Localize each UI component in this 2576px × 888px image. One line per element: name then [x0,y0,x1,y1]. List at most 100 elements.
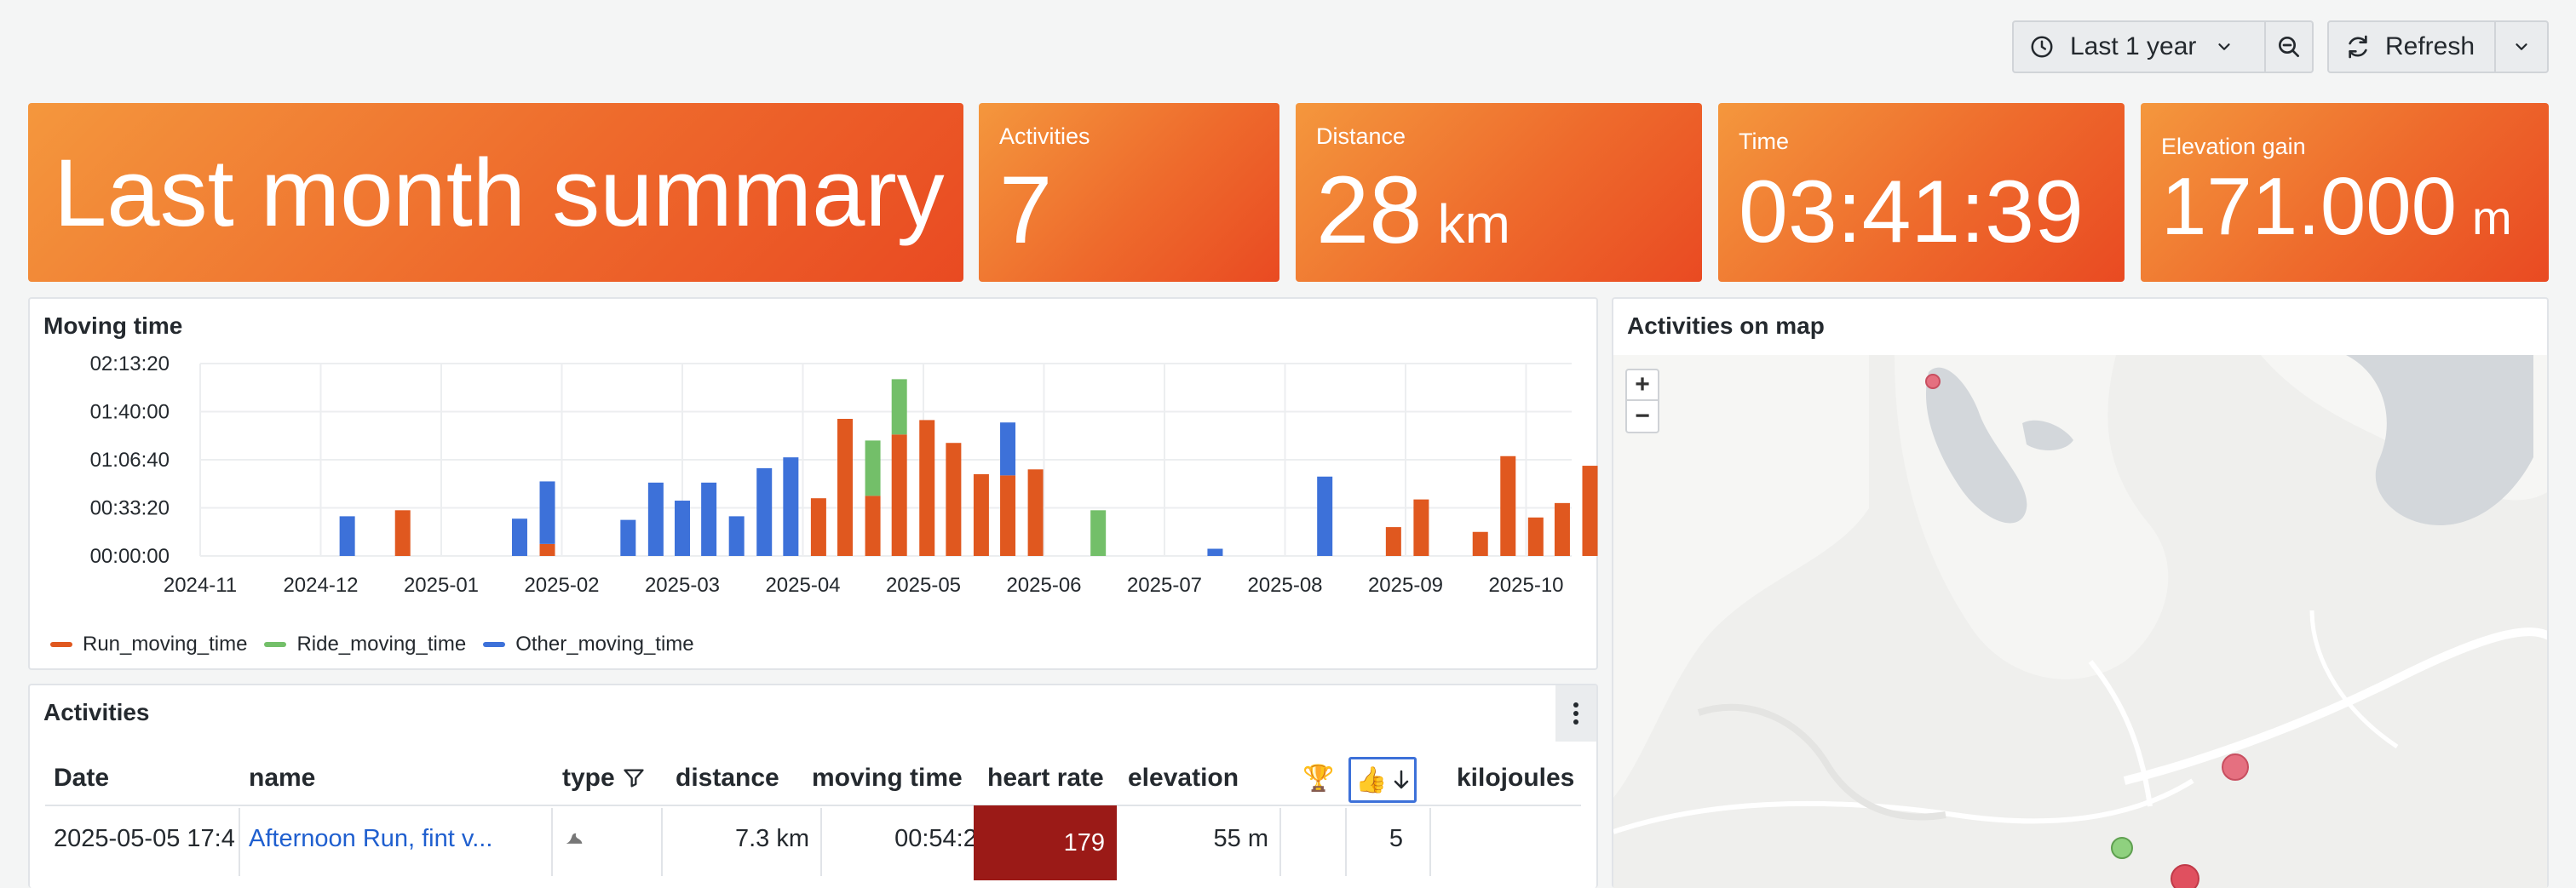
legend-item[interactable]: Other_moving_time [483,633,694,656]
map-marker[interactable] [1925,374,1941,389]
time-range-label: Last 1 year [2070,32,2197,60]
y-tick-label: 01:40:00 [90,401,170,424]
bar-run [394,510,411,556]
y-tick-label: 00:00:00 [90,545,170,568]
y-tick-label: 01:06:40 [90,449,170,472]
column-divider [1429,808,1431,876]
stat-value: 7 [999,157,1053,263]
stat-label: Distance [1316,123,1406,149]
bar-run [1582,466,1598,556]
summary-title: Last month summary [54,140,945,246]
activities-stat-panel: Activities 7 [979,103,1279,282]
bar-run [539,543,555,556]
bar-ride [891,379,907,435]
time-range-picker[interactable]: Last 1 year [2012,20,2268,73]
x-tick-label: 2025-04 [765,574,840,597]
stat-value-line: 28 km [1316,163,1510,258]
column-header-date[interactable]: Date [54,764,110,792]
bar-run [919,420,935,556]
column-divider [551,808,553,876]
kudos-label: 👍 [1355,765,1388,794]
bar-other [1317,476,1333,556]
shoe-icon [562,827,586,851]
column-divider [1345,808,1347,876]
bar-run [891,434,907,556]
zoom-out-time-button[interactable] [2264,20,2314,73]
bar-run [1472,531,1488,556]
stat-value: 171.000 [2161,161,2458,252]
stat-label: Activities [999,123,1090,149]
column-divider [239,808,240,876]
bar-other [620,519,636,556]
bar-run [946,443,962,556]
map-marker[interactable] [2111,837,2133,859]
bar-ride [1090,510,1107,556]
column-divider [820,808,822,876]
x-tick-label: 2025-06 [1006,574,1081,597]
column-header-distance[interactable]: distance [676,764,779,792]
legend-label: Ride_moving_time [296,633,467,656]
x-tick-label: 2025-01 [404,574,479,597]
elevation-stat-panel: Elevation gain 171.000 m [2141,103,2549,282]
bar-other [728,516,745,556]
cell-kudos: 5 [1389,824,1403,852]
map-tiles [1613,355,2547,888]
column-header-elevation[interactable]: elevation [1128,764,1239,792]
x-tick-label: 2024-11 [164,574,237,597]
x-tick-label: 2025-07 [1127,574,1202,597]
bar-other [339,516,355,556]
bar-other [701,482,717,556]
x-tick-label: 2025-05 [886,574,961,597]
chevron-down-icon [2512,37,2531,56]
cell-type [562,808,647,869]
x-tick-label: 2025-08 [1247,574,1322,597]
bar-other [1207,548,1223,556]
column-header-type[interactable]: type [562,752,646,805]
cell-moving-time: 00:54:29 [894,824,991,852]
column-header-name[interactable]: name [249,764,316,792]
bar-run [973,473,989,556]
summary-title-panel: Last month summary [28,103,963,282]
column-header-kudos[interactable]: 👍 [1348,757,1417,803]
bar-run [1500,455,1516,556]
cell-kilojoules [1434,808,1587,869]
filter-icon[interactable] [622,766,646,790]
kebab-menu-icon [1573,702,1579,725]
refresh-button[interactable]: Refresh [2327,20,2498,73]
legend-label: Other_moving_time [515,633,694,656]
panel-title: Activities [43,699,150,725]
column-divider [1279,808,1281,876]
legend-label: Run_moving_time [83,633,248,656]
refresh-interval-dropdown[interactable] [2494,20,2549,73]
moving-time-chart: 00:00:00 00:33:20 01:06:40 01:40:00 02:13:20… [90,352,1598,597]
column-header-kilojoules[interactable]: kilojoules [1457,764,1575,792]
x-tick-label: 2025-10 [1488,574,1563,597]
legend-item[interactable]: Ride_moving_time [264,633,466,656]
bar-run [1000,475,1016,556]
panel-title: Activities on map [1627,312,1825,339]
activity-link[interactable]: Afternoon Run, fint v... [249,824,493,852]
cell-distance: 7.3 km [734,824,809,852]
bar-run [1413,499,1429,556]
activity-map[interactable]: + − [1613,355,2547,888]
map-marker[interactable] [2171,864,2199,888]
map-zoom-out-button[interactable]: − [1625,401,1659,433]
map-zoom-in-button[interactable]: + [1625,369,1659,401]
column-header-type-label: type [562,764,615,792]
legend-item[interactable]: Run_moving_time [50,633,247,656]
bar-other [783,457,799,556]
bar-other [675,501,690,556]
bar-run [837,418,854,556]
bar-ride [865,440,881,496]
moving-time-panel: Moving time 00:00:00 00:33:20 01:06:40 01:4… [28,297,1598,670]
stat-label: Time [1739,129,1789,154]
map-marker[interactable] [2222,753,2249,781]
column-header-moving-time[interactable]: moving time [812,764,963,792]
column-header-heart-rate[interactable]: heart rate [987,764,1104,792]
chart-legend: Run_moving_time Ride_moving_time Other_m… [50,633,694,656]
bar-other [1000,422,1016,476]
cell-elevation: 55 m [1213,824,1268,852]
bar-run [865,496,881,556]
panel-menu-button[interactable] [1555,685,1596,742]
column-header-achievements[interactable]: 🏆 [1302,764,1335,793]
